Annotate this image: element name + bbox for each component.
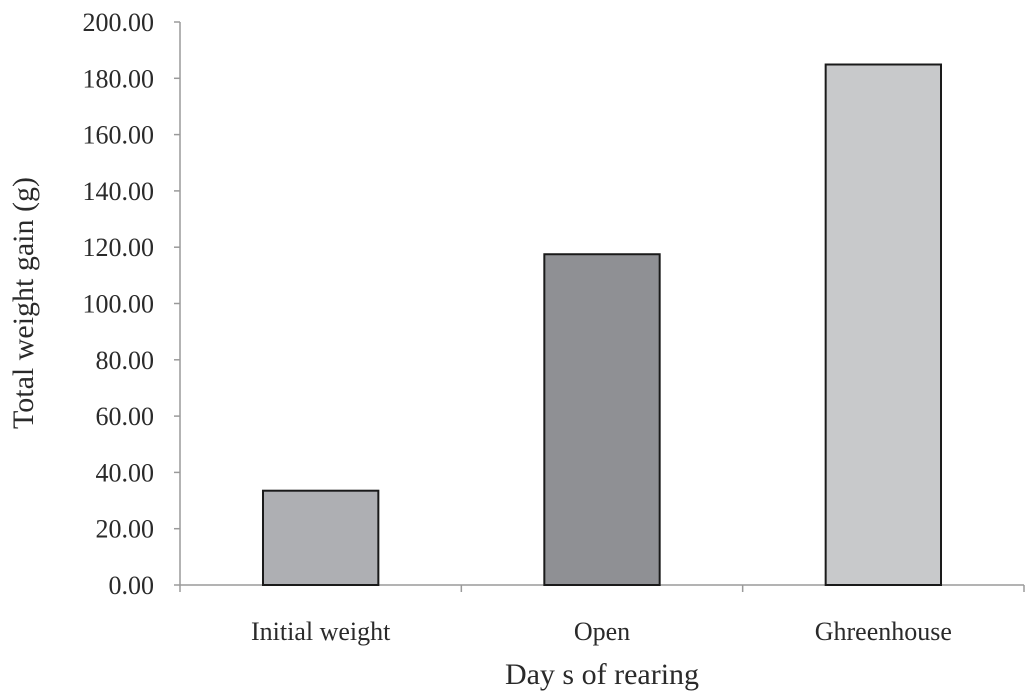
x-tick-label: Initial weight <box>251 617 391 646</box>
y-axis: 0.00 20.00 40.00 60.00 80.00 100.00 120.00 140.… <box>83 8 181 600</box>
y-tick-label: 120.00 <box>83 233 155 262</box>
y-tick-label: 20.00 <box>96 515 155 544</box>
x-axis: Initial weight Open Ghreenhouse <box>179 584 1025 646</box>
x-tick-label: Open <box>574 617 630 646</box>
y-tick-label: 0.00 <box>109 571 155 600</box>
y-tick-label: 180.00 <box>83 64 155 93</box>
x-tick-label: Ghreenhouse <box>815 617 952 646</box>
y-tick-label: 160.00 <box>83 121 155 150</box>
y-tick-label: 200.00 <box>83 8 155 37</box>
bar-ghreenhouse <box>824 63 943 587</box>
y-tick-label: 140.00 <box>83 177 155 206</box>
bar-open <box>543 253 661 587</box>
y-axis-title: Total weight gain (g) <box>7 177 40 429</box>
y-tick-label: 100.00 <box>83 290 155 319</box>
x-axis-title: Day s of rearing <box>505 658 699 691</box>
y-tick-label: 80.00 <box>96 346 155 375</box>
y-tick-label: 40.00 <box>96 458 155 487</box>
bar-initial-weight <box>261 489 380 587</box>
y-tick-label: 60.00 <box>96 402 155 431</box>
bars <box>261 63 943 587</box>
